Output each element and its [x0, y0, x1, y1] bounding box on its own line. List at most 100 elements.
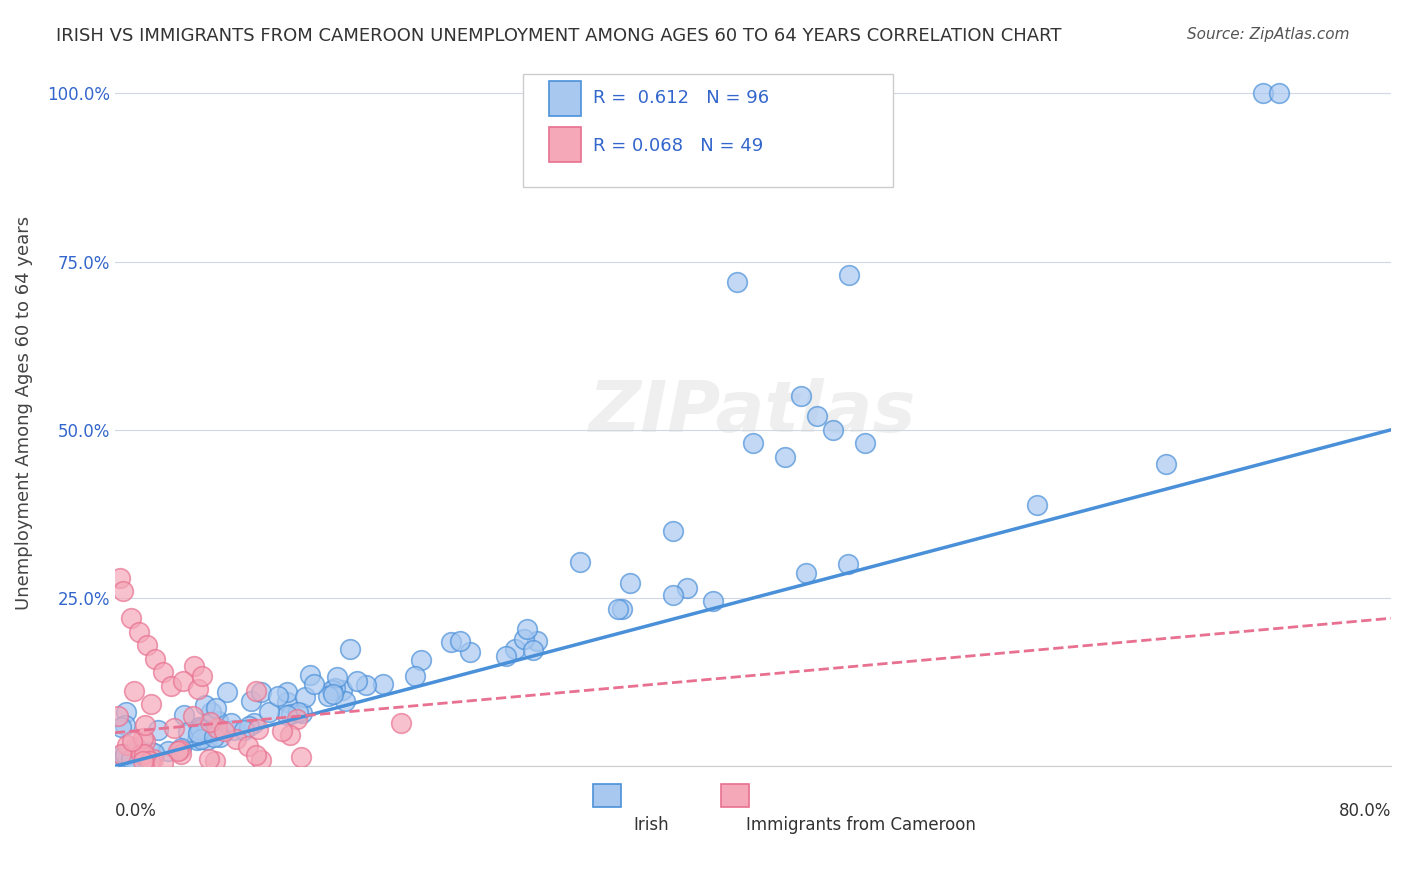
Point [191, 669, 214, 683]
Point [112, 749, 135, 764]
Point [207, 721, 229, 735]
Point [702, 594, 724, 608]
Point [110, 747, 132, 761]
Point [1154, 457, 1177, 471]
Point [198, 715, 221, 730]
Point [187, 681, 209, 696]
Point [108, 571, 131, 585]
Point [294, 690, 316, 705]
Point [163, 721, 186, 735]
Text: Source: ZipAtlas.com: Source: ZipAtlas.com [1187, 27, 1350, 42]
Point [321, 682, 343, 697]
Point [187, 720, 209, 734]
Point [276, 684, 298, 698]
Point [121, 734, 143, 748]
Point [159, 679, 181, 693]
Point [141, 697, 163, 711]
Point [156, 744, 179, 758]
Point [280, 706, 302, 721]
Point [285, 712, 308, 726]
Point [127, 741, 149, 756]
Point [302, 677, 325, 691]
Point [619, 575, 641, 590]
Point [1253, 87, 1275, 101]
Point [187, 725, 209, 739]
Point [132, 731, 155, 745]
Point [239, 694, 262, 708]
Point [516, 623, 538, 637]
Point [115, 738, 138, 752]
Point [124, 753, 146, 767]
Point [181, 709, 204, 723]
Point [124, 739, 146, 754]
Point [166, 743, 188, 757]
Bar [548, 81, 581, 116]
Point [212, 724, 235, 739]
Point [141, 745, 163, 759]
Point [128, 624, 150, 639]
Point [190, 723, 212, 737]
Point [249, 685, 271, 699]
Point [233, 723, 256, 738]
Point [152, 756, 174, 771]
Point [290, 750, 312, 764]
Point [132, 746, 155, 760]
Point [662, 524, 685, 538]
Point [440, 635, 463, 649]
Point [186, 733, 208, 747]
Point [170, 747, 193, 761]
Text: Immigrants from Cameroon: Immigrants from Cameroon [747, 816, 976, 834]
Point [110, 720, 132, 734]
Point [176, 724, 198, 739]
Point [676, 582, 699, 596]
Point [107, 708, 129, 723]
Point [170, 740, 193, 755]
Point [146, 723, 169, 737]
Point [225, 731, 247, 746]
Point [142, 752, 165, 766]
Point [298, 667, 321, 681]
Point [114, 718, 136, 732]
Point [741, 436, 763, 450]
Point [143, 747, 166, 761]
Point [354, 677, 377, 691]
Point [276, 708, 298, 723]
Point [725, 275, 748, 289]
Point [135, 638, 157, 652]
Point [316, 690, 339, 704]
Point [139, 754, 162, 768]
Text: R =  0.612   N = 96: R = 0.612 N = 96 [593, 89, 769, 107]
Point [114, 747, 136, 761]
Point [449, 634, 471, 648]
Point [323, 681, 346, 695]
Point [202, 730, 225, 744]
Point [610, 601, 633, 615]
Point [404, 669, 426, 683]
Point [250, 753, 273, 767]
Point [568, 555, 591, 569]
Point [271, 724, 294, 739]
Point [821, 423, 844, 437]
Point [172, 674, 194, 689]
Point [219, 715, 242, 730]
Point [522, 642, 544, 657]
Point [111, 584, 134, 599]
Point [132, 754, 155, 768]
Point [495, 648, 517, 663]
Point [773, 450, 796, 464]
Point [330, 682, 353, 697]
Point [120, 611, 142, 625]
Point [215, 685, 238, 699]
Point [205, 700, 228, 714]
Point [267, 689, 290, 703]
Text: 80.0%: 80.0% [1339, 802, 1391, 820]
Point [838, 268, 860, 282]
Point [127, 747, 149, 762]
Point [460, 645, 482, 659]
Point [238, 719, 260, 733]
Point [152, 665, 174, 679]
Point [853, 436, 876, 450]
Point [339, 642, 361, 657]
Point [333, 694, 356, 708]
Point [526, 633, 548, 648]
